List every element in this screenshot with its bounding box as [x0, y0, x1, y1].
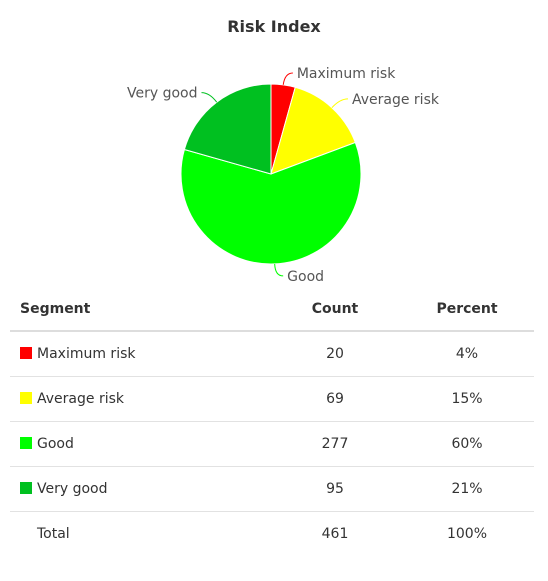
segment-cell: Very good [10, 466, 270, 512]
segment-cell: Average risk [10, 376, 270, 422]
segment-table: Segment Count Percent Maximum risk 20 4%… [10, 288, 534, 556]
percent-cell: 15% [400, 376, 534, 422]
segment-label: Maximum risk [37, 346, 136, 362]
pie-slice-very-good[interactable] [183, 83, 272, 175]
count-cell: 95 [270, 466, 400, 512]
table-header-row: Segment Count Percent [10, 288, 534, 332]
count-cell: 277 [270, 421, 400, 467]
pie-label: Maximum risk [297, 66, 396, 82]
total-label: Total [37, 526, 70, 542]
total-percent-cell: 100% [446, 526, 488, 542]
percent-cell: 21% [400, 466, 534, 512]
total-row: Total 461 100% [10, 512, 534, 557]
chart-title: Risk Index [227, 17, 321, 36]
table-row: Average risk 69 15% [10, 376, 534, 422]
header-count: Count [270, 288, 400, 332]
pie-label: Average risk [352, 92, 440, 108]
pie-chart: Maximum risk Average risk Good Very good [127, 66, 440, 285]
segment-label: Good [37, 436, 74, 452]
segment-cell: Good [10, 421, 270, 467]
count-cell: 20 [270, 331, 400, 377]
segment-cell: Maximum risk [10, 331, 270, 377]
table-row: Very good 95 21% [10, 466, 534, 512]
pie-label: Good [287, 269, 324, 285]
segment-label: Very good [37, 481, 108, 497]
pie-slice-average-risk[interactable] [270, 86, 356, 175]
table-row: Maximum risk 20 4% [10, 331, 534, 377]
pie-slice-good[interactable] [180, 141, 362, 265]
pie-label: Very good [127, 86, 198, 102]
pie-connector [201, 92, 218, 103]
color-swatch [20, 482, 32, 494]
total-label-cell: Total [10, 512, 270, 557]
pie-connector [274, 263, 284, 277]
color-swatch [20, 347, 32, 359]
count-cell: 69 [270, 376, 400, 422]
pie-connector [331, 98, 349, 109]
pie-connector [282, 72, 293, 85]
percent-cell: 4% [400, 331, 534, 377]
total-count-cell: 461 [321, 526, 349, 542]
segment-label: Average risk [37, 391, 124, 407]
color-swatch [20, 392, 32, 404]
percent-cell: 60% [400, 421, 534, 467]
header-segment: Segment [10, 288, 270, 332]
color-swatch [20, 437, 32, 449]
table-row: Good 277 60% [10, 421, 534, 467]
header-percent: Percent [400, 288, 534, 332]
